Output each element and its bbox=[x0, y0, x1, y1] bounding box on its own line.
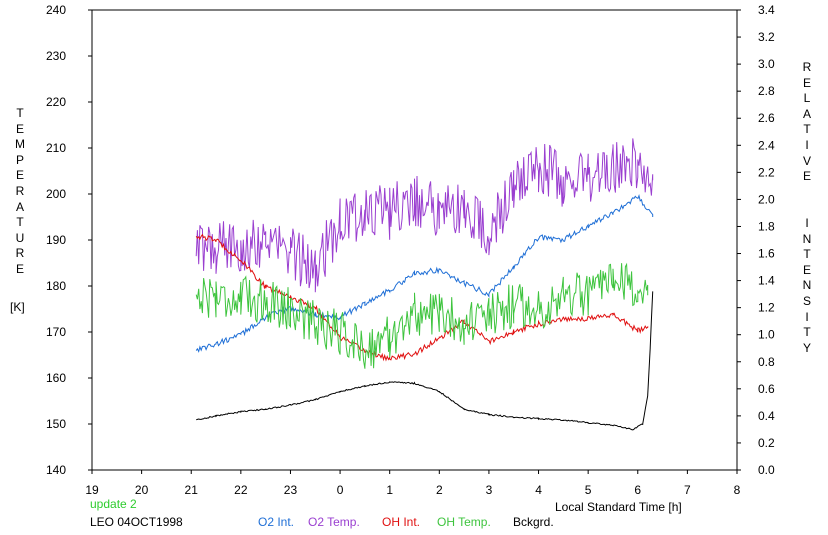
y2-tick-label: 0.2 bbox=[758, 436, 775, 450]
status-text: update 2 bbox=[90, 497, 137, 511]
y-tick-label: 140 bbox=[46, 463, 66, 477]
y-tick-label: 200 bbox=[46, 187, 66, 201]
legend-item: OH Int. bbox=[382, 515, 421, 529]
x-tick-label: 6 bbox=[634, 483, 641, 497]
y2-tick-label: 2.6 bbox=[758, 111, 775, 125]
y-tick-label: 160 bbox=[46, 371, 66, 385]
y-tick-label: 150 bbox=[46, 417, 66, 431]
y2-tick-label: 1.2 bbox=[758, 301, 775, 315]
legend-item: Bckgrd. bbox=[513, 515, 554, 529]
y2-tick-label: 1.0 bbox=[758, 328, 775, 342]
y-tick-label: 230 bbox=[46, 49, 66, 63]
x-tick-label: 3 bbox=[486, 483, 493, 497]
x-tick-label: 2 bbox=[436, 483, 443, 497]
y-tick-label: 190 bbox=[46, 233, 66, 247]
y2-tick-label: 0.6 bbox=[758, 382, 775, 396]
legend-item: O2 Temp. bbox=[308, 515, 360, 529]
y-tick-label: 240 bbox=[46, 3, 66, 17]
x-tick-label: 1 bbox=[386, 483, 393, 497]
left-axis-unit: [K] bbox=[10, 300, 25, 314]
x-tick-label: 7 bbox=[684, 483, 691, 497]
y2-tick-label: 3.0 bbox=[758, 57, 775, 71]
x-tick-label: 8 bbox=[734, 483, 741, 497]
x-tick-label: 23 bbox=[284, 483, 298, 497]
plot-frame bbox=[91, 9, 738, 471]
series-line-bckgrd bbox=[196, 291, 654, 431]
x-tick-label: 5 bbox=[585, 483, 592, 497]
y-tick-label: 220 bbox=[46, 95, 66, 109]
legend-item: O2 Int. bbox=[258, 515, 295, 529]
y2-tick-label: 0.0 bbox=[758, 463, 775, 477]
y2-tick-label: 1.6 bbox=[758, 247, 775, 261]
y2-tick-label: 3.4 bbox=[758, 3, 775, 17]
y2-tick-label: 0.8 bbox=[758, 355, 775, 369]
x-axis-title: Local Standard Time [h] bbox=[555, 500, 682, 514]
x-tick-label: 22 bbox=[234, 483, 248, 497]
y2-tick-label: 2.8 bbox=[758, 84, 775, 98]
y-tick-label: 210 bbox=[46, 141, 66, 155]
series-line-oh-int bbox=[195, 233, 649, 362]
x-tick-label: 20 bbox=[135, 483, 149, 497]
legend-item: OH Temp. bbox=[437, 515, 491, 529]
x-tick-label: 21 bbox=[185, 483, 199, 497]
series-line-o2-temp bbox=[195, 138, 654, 293]
y2-tick-label: 2.0 bbox=[758, 192, 775, 206]
series-line-o2-int bbox=[195, 194, 654, 353]
y2-tick-label: 2.4 bbox=[758, 138, 775, 152]
y-tick-label: 180 bbox=[46, 279, 66, 293]
y2-tick-label: 1.4 bbox=[758, 274, 775, 288]
y2-tick-label: 2.2 bbox=[758, 165, 775, 179]
x-tick-label: 4 bbox=[535, 483, 542, 497]
y2-tick-label: 0.4 bbox=[758, 409, 775, 423]
y2-tick-label: 1.8 bbox=[758, 219, 775, 233]
site-date-text: LEO 04OCT1998 bbox=[90, 515, 183, 529]
series-line-oh-temp bbox=[195, 262, 649, 369]
x-tick-label: 19 bbox=[85, 483, 99, 497]
x-tick-label: 0 bbox=[337, 483, 344, 497]
y-tick-label: 170 bbox=[46, 325, 66, 339]
y2-tick-label: 3.2 bbox=[758, 30, 775, 44]
